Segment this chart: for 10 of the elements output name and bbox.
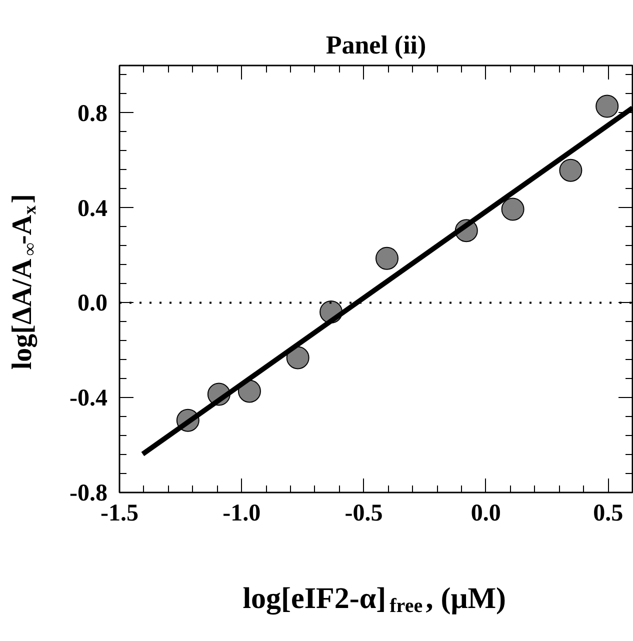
chart-title: Panel (ii) — [326, 30, 426, 60]
y-axis-title: log[ΔA/A∞-Ax] — [7, 194, 40, 370]
y-tick-label: 0.4 — [78, 196, 108, 222]
y-tick-label: -0.4 — [70, 386, 108, 412]
x-tick-label: -0.5 — [344, 500, 383, 526]
y-tick-label: 0.0 — [78, 290, 108, 317]
y-tick-label: 0.8 — [78, 100, 108, 127]
x-tick-label: 0.5 — [593, 500, 624, 526]
x-tick-label: 0.0 — [470, 500, 501, 526]
x-tick-label: -1.0 — [222, 500, 261, 526]
